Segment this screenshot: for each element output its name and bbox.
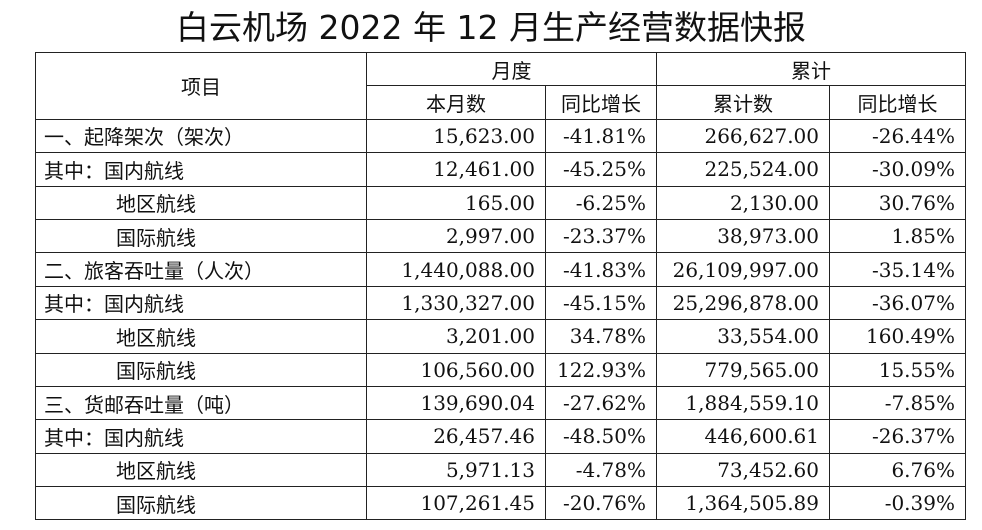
- month-value-cell: 1,440,088.00: [366, 252, 546, 287]
- month-yoy-cell: -4.78%: [545, 452, 657, 488]
- header-cum-value: 累计数: [656, 85, 830, 120]
- row-label: 其中：国内航线: [35, 152, 367, 187]
- table-row: 三、货邮吞吐量（吨） 139,690.04 -27.62% 1,884,559.…: [35, 385, 966, 421]
- cum-yoy-cell: 15.55%: [829, 352, 966, 387]
- cum-value-cell: 73,452.60: [656, 452, 830, 488]
- header-month-value: 本月数: [366, 85, 546, 120]
- cum-yoy-cell: -7.85%: [829, 385, 966, 421]
- row-label: 其中：国内航线: [35, 285, 367, 321]
- row-label: 地区航线: [35, 185, 367, 220]
- table-row: 地区航线 3,201.00 34.78% 33,554.00 160.49%: [35, 319, 966, 354]
- cum-yoy-cell: 6.76%: [829, 452, 966, 488]
- cum-yoy-cell: 30.76%: [829, 185, 966, 220]
- table-row: 一、起降架次（架次） 15,623.00 -41.81% 266,627.00 …: [35, 118, 966, 154]
- cum-yoy-cell: 160.49%: [829, 319, 966, 354]
- table-row: 二、旅客吞吐量（人次） 1,440,088.00 -41.83% 26,109,…: [35, 252, 966, 287]
- cum-yoy-cell: -30.09%: [829, 152, 966, 187]
- row-label: 三、货邮吞吐量（吨）: [35, 385, 367, 421]
- row-label: 国际航线: [35, 352, 367, 387]
- month-value-cell: 2,997.00: [366, 218, 546, 254]
- month-value-cell: 26,457.46: [366, 419, 546, 454]
- cum-value-cell: 779,565.00: [656, 352, 830, 387]
- month-yoy-cell: -48.50%: [545, 419, 657, 454]
- row-label: 国际航线: [35, 218, 367, 254]
- header-cumulative-group: 累计: [656, 51, 966, 87]
- row-label: 其中：国内航线: [35, 419, 367, 454]
- month-yoy-cell: -41.81%: [545, 118, 657, 154]
- cum-value-cell: 1,884,559.10: [656, 385, 830, 421]
- table-row: 其中：国内航线 1,330,327.00 -45.15% 25,296,878.…: [35, 285, 966, 321]
- cum-value-cell: 38,973.00: [656, 218, 830, 254]
- header-month-yoy: 同比增长: [545, 85, 657, 120]
- month-value-cell: 5,971.13: [366, 452, 546, 488]
- cum-value-cell: 33,554.00: [656, 319, 830, 354]
- table-row: 其中：国内航线 26,457.46 -48.50% 446,600.61 -26…: [35, 419, 966, 454]
- month-value-cell: 1,330,327.00: [366, 285, 546, 321]
- month-yoy-cell: -41.83%: [545, 252, 657, 287]
- month-yoy-cell: -45.25%: [545, 152, 657, 187]
- month-value-cell: 3,201.00: [366, 319, 546, 354]
- month-yoy-cell: -20.76%: [545, 486, 657, 521]
- cum-yoy-cell: 1.85%: [829, 218, 966, 254]
- month-value-cell: 106,560.00: [366, 352, 546, 387]
- cum-yoy-cell: -0.39%: [829, 486, 966, 521]
- row-label: 一、起降架次（架次）: [35, 118, 367, 154]
- row-label: 地区航线: [35, 452, 367, 488]
- header-month-group: 月度: [366, 51, 657, 87]
- cum-value-cell: 2,130.00: [656, 185, 830, 220]
- month-value-cell: 15,623.00: [366, 118, 546, 154]
- table-row: 地区航线 165.00 -6.25% 2,130.00 30.76%: [35, 185, 966, 220]
- cum-value-cell: 266,627.00: [656, 118, 830, 154]
- month-yoy-cell: 34.78%: [545, 319, 657, 354]
- month-yoy-cell: -45.15%: [545, 285, 657, 321]
- cum-value-cell: 25,296,878.00: [656, 285, 830, 321]
- cum-yoy-cell: -26.37%: [829, 419, 966, 454]
- header-cum-yoy: 同比增长: [829, 85, 966, 120]
- header-item: 项目: [35, 52, 367, 120]
- table-row: 国际航线 2,997.00 -23.37% 38,973.00 1.85%: [35, 218, 966, 254]
- cum-yoy-cell: -26.44%: [829, 118, 966, 154]
- cum-value-cell: 26,109,997.00: [656, 252, 830, 287]
- row-label: 国际航线: [35, 486, 367, 521]
- month-value-cell: 165.00: [366, 185, 546, 220]
- month-yoy-cell: -23.37%: [545, 218, 657, 254]
- month-value-cell: 12,461.00: [366, 152, 546, 187]
- month-yoy-cell: -27.62%: [545, 385, 657, 421]
- cum-yoy-cell: -35.14%: [829, 252, 966, 287]
- cum-value-cell: 1,364,505.89: [656, 486, 830, 521]
- table-row: 国际航线 107,261.45 -20.76% 1,364,505.89 -0.…: [35, 486, 966, 521]
- table-row: 地区航线 5,971.13 -4.78% 73,452.60 6.76%: [35, 452, 966, 488]
- cum-value-cell: 225,524.00: [656, 152, 830, 187]
- row-label: 地区航线: [35, 319, 367, 354]
- cum-value-cell: 446,600.61: [656, 419, 830, 454]
- month-value-cell: 107,261.45: [366, 486, 546, 521]
- month-value-cell: 139,690.04: [366, 385, 546, 421]
- report-title: 白云机场 2022 年 12 月生产经营数据快报: [176, 8, 806, 47]
- cum-yoy-cell: -36.07%: [829, 285, 966, 321]
- row-label: 二、旅客吞吐量（人次）: [35, 252, 367, 287]
- table-row: 其中：国内航线 12,461.00 -45.25% 225,524.00 -30…: [35, 152, 966, 187]
- data-table: 项目 月度 累计 本月数 同比增长 累计数 同比增长 一、起降架次（架次） 15…: [35, 51, 966, 521]
- month-yoy-cell: 122.93%: [545, 352, 657, 387]
- table-row: 国际航线 106,560.00 122.93% 779,565.00 15.55…: [35, 352, 966, 387]
- month-yoy-cell: -6.25%: [545, 185, 657, 220]
